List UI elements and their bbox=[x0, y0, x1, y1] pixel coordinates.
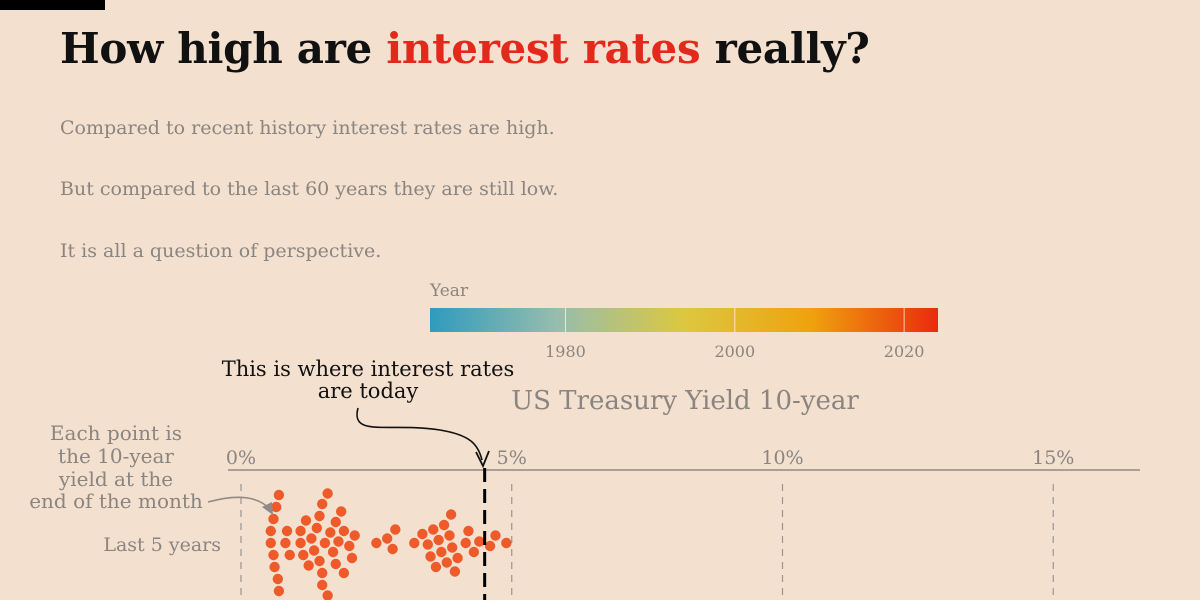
data-point bbox=[319, 537, 331, 549]
data-point bbox=[327, 546, 339, 558]
data-point bbox=[295, 525, 306, 537]
data-point bbox=[371, 537, 382, 549]
data-point bbox=[330, 558, 341, 570]
data-point bbox=[265, 537, 276, 549]
data-point bbox=[330, 516, 341, 528]
data-point bbox=[484, 540, 496, 552]
data-point bbox=[430, 561, 442, 573]
data-point bbox=[317, 567, 328, 579]
color-scale-tick-label: 2020 bbox=[884, 342, 925, 361]
data-point bbox=[322, 590, 333, 600]
point-explainer-line: Each point is bbox=[50, 421, 182, 445]
subtitle-line-2: But compared to the last 60 years they a… bbox=[60, 178, 559, 200]
data-point bbox=[468, 546, 480, 558]
data-point bbox=[317, 498, 328, 510]
data-point bbox=[463, 525, 474, 537]
point-explainer-arrow bbox=[207, 496, 272, 511]
row-label: Last 5 years bbox=[103, 534, 221, 556]
data-point bbox=[298, 549, 309, 561]
today-annotation-line-2: are today bbox=[318, 379, 419, 403]
data-point bbox=[387, 543, 398, 555]
data-point bbox=[273, 585, 285, 597]
data-point bbox=[335, 506, 347, 517]
data-point bbox=[436, 546, 447, 558]
title-part-2: really? bbox=[700, 24, 870, 73]
data-point bbox=[317, 579, 328, 591]
point-explainer-arrowhead bbox=[262, 502, 273, 515]
today-annotation-line-1: This is where interest rates bbox=[222, 357, 515, 381]
color-scale-tick-label: 2000 bbox=[714, 342, 755, 361]
today-annotation-arrow bbox=[356, 407, 483, 461]
data-point bbox=[346, 552, 358, 564]
data-point bbox=[382, 533, 393, 544]
point-explainer-line: the 10-year bbox=[58, 444, 174, 468]
x-tick-label: 5% bbox=[497, 447, 527, 469]
data-point bbox=[265, 525, 276, 537]
data-point bbox=[338, 525, 350, 537]
data-point bbox=[390, 524, 401, 535]
color-scale-bar bbox=[430, 308, 938, 332]
color-scale-tick-label: 1980 bbox=[545, 342, 586, 361]
data-point bbox=[314, 510, 325, 522]
data-point bbox=[311, 522, 323, 534]
data-point bbox=[268, 549, 279, 561]
data-point bbox=[445, 509, 457, 520]
data-point bbox=[409, 537, 420, 549]
page-title: How high are interest rates really? bbox=[60, 24, 870, 73]
data-point bbox=[268, 513, 279, 525]
data-point bbox=[444, 530, 455, 541]
subtitle-line-3: It is all a question of perspective. bbox=[60, 240, 382, 262]
data-point bbox=[272, 573, 284, 585]
data-point bbox=[270, 501, 282, 513]
top-accent-bar bbox=[0, 0, 105, 10]
data-point bbox=[333, 536, 344, 547]
x-tick-label: 0% bbox=[226, 447, 256, 469]
data-point bbox=[449, 566, 461, 577]
x-tick-label: 10% bbox=[761, 447, 803, 469]
data-point bbox=[269, 561, 280, 573]
data-point bbox=[452, 552, 463, 564]
data-point bbox=[349, 530, 360, 541]
data-point bbox=[428, 524, 439, 535]
today-annotation-arrowhead bbox=[475, 450, 490, 469]
data-point bbox=[417, 528, 428, 540]
data-point bbox=[314, 555, 325, 567]
data-point bbox=[438, 519, 450, 531]
data-point bbox=[308, 545, 320, 556]
data-point bbox=[446, 542, 458, 553]
data-point bbox=[344, 540, 355, 552]
data-point bbox=[281, 525, 293, 537]
data-point bbox=[338, 567, 350, 579]
data-point bbox=[441, 557, 452, 568]
point-explainer-line: end of the month bbox=[29, 489, 203, 513]
title-highlight: interest rates bbox=[386, 24, 701, 73]
data-point bbox=[422, 539, 434, 550]
x-tick-label: 15% bbox=[1032, 447, 1074, 469]
data-point bbox=[490, 530, 501, 541]
data-point bbox=[425, 551, 436, 562]
subtitle-line-1: Compared to recent history interest rate… bbox=[60, 117, 555, 139]
data-point bbox=[303, 560, 314, 571]
data-point bbox=[501, 537, 512, 549]
data-point bbox=[300, 515, 312, 526]
point-explainer-line: yield at the bbox=[58, 467, 173, 491]
data-point bbox=[273, 489, 285, 501]
data-point bbox=[433, 534, 444, 546]
color-scale-label: Year bbox=[429, 281, 469, 301]
chart-title: US Treasury Yield 10-year bbox=[511, 386, 859, 416]
data-point bbox=[474, 536, 485, 547]
data-point bbox=[322, 488, 333, 499]
data-point bbox=[306, 533, 317, 544]
data-point bbox=[460, 537, 471, 549]
data-point bbox=[284, 549, 295, 561]
data-point bbox=[280, 537, 291, 549]
data-point bbox=[325, 527, 336, 538]
data-point bbox=[295, 537, 306, 549]
title-part-1: How high are bbox=[60, 24, 387, 73]
